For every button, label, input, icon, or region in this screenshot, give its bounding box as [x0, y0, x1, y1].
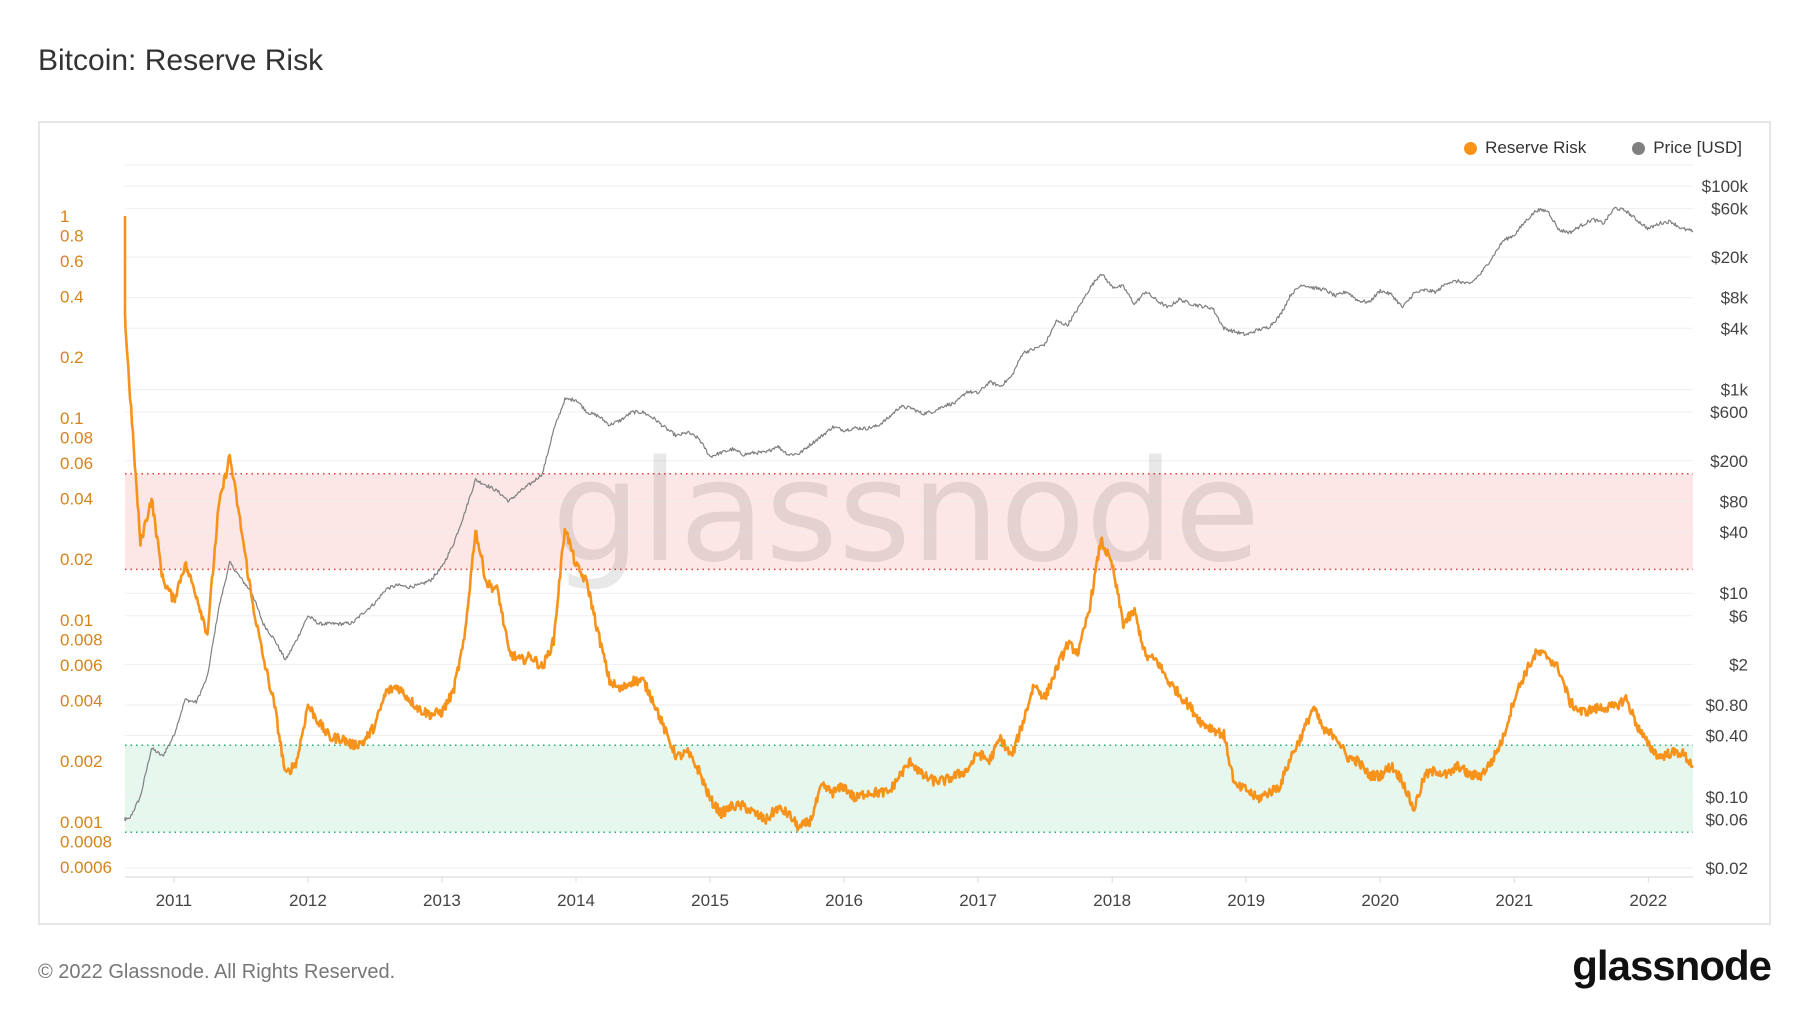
y-right-tick-label: $80 — [1720, 492, 1748, 511]
y-axis-left: 10.80.60.40.20.10.080.060.040.020.010.00… — [60, 207, 112, 877]
copyright: © 2022 Glassnode. All Rights Reserved. — [38, 961, 396, 983]
legend-item-price[interactable]: Price [USD] — [1632, 138, 1742, 158]
y-axis-right: $100k $60k $20k $8k $4k $1k $600 $200 $80 $40 $10 $… — [1702, 177, 1749, 878]
y-left-tick-label: 0.8 — [60, 227, 84, 246]
y-right-tick-label: $40 — [1720, 523, 1748, 542]
legend-label: Price [USD] — [1653, 138, 1742, 157]
y-left-tick-label: 0.04 — [60, 489, 93, 508]
y-right-tick-label: $6 — [1729, 607, 1748, 626]
y-right-tick-label: $0.10 — [1705, 788, 1748, 807]
y-left-tick-label: 0.6 — [60, 252, 84, 271]
y-left-tick-label: 0.006 — [60, 656, 103, 675]
glassnode-logo[interactable]: glassnode — [1572, 942, 1772, 989]
x-tick-label: 2015 — [691, 891, 729, 910]
x-tick-label: 2012 — [289, 891, 327, 910]
y-right-tick-label: $8k — [1721, 289, 1749, 308]
legend-dot-icon — [1464, 141, 1478, 155]
y-left-tick-label: 0.004 — [60, 691, 103, 710]
x-tick-label: 2013 — [423, 891, 461, 910]
x-tick-label: 2016 — [825, 891, 863, 910]
x-tick-label: 2019 — [1227, 891, 1265, 910]
gridlines — [125, 164, 1693, 878]
x-tick-label: 2014 — [557, 891, 595, 910]
band-0 — [125, 473, 1693, 570]
page-title: Bitcoin: Reserve Risk — [38, 44, 324, 77]
y-right-tick-label: $0.40 — [1705, 727, 1748, 746]
legend-label: Reserve Risk — [1485, 138, 1587, 157]
y-left-tick-label: 0.1 — [60, 409, 84, 428]
y-right-tick-label: $0.02 — [1705, 859, 1748, 878]
x-tick-label: 2011 — [156, 891, 193, 910]
y-right-tick-label: $100k — [1702, 177, 1749, 196]
y-left-tick-label: 0.001 — [60, 813, 103, 832]
series-lines — [123, 206, 1695, 832]
y-left-tick-label: 0.0008 — [60, 833, 112, 852]
x-tick-label: 2021 — [1495, 891, 1533, 910]
x-tick-label: 2017 — [959, 891, 997, 910]
y-left-tick-label: 0.06 — [60, 454, 93, 473]
y-right-tick-label: $600 — [1710, 403, 1748, 422]
x-tick-label: 2020 — [1361, 891, 1399, 910]
reserve-risk-line — [123, 216, 1695, 832]
y-right-tick-label: $60k — [1711, 200, 1748, 219]
y-right-tick-label: $20k — [1711, 248, 1748, 267]
legend: Reserve Risk Price [USD] — [1464, 138, 1742, 158]
y-right-tick-label: $200 — [1710, 452, 1748, 471]
y-right-tick-label: $0.06 — [1705, 810, 1748, 829]
y-left-tick-label: 0.02 — [60, 550, 93, 569]
y-right-tick-label: $10 — [1720, 584, 1748, 603]
legend-item-reserve-risk[interactable]: Reserve Risk — [1464, 138, 1586, 158]
y-left-tick-label: 0.4 — [60, 287, 84, 306]
x-tick-label: 2018 — [1093, 891, 1131, 910]
legend-dot-icon — [1632, 141, 1646, 155]
chart-panel — [38, 121, 1771, 925]
y-left-tick-label: 0.0006 — [60, 858, 112, 877]
y-left-tick-label: 0.008 — [60, 631, 103, 650]
y-left-tick-label: 0.002 — [60, 752, 103, 771]
x-tick-label: 2022 — [1629, 891, 1667, 910]
x-axis: 2011 2012 2013 2014 2015 2016 2017 2018 2019 2020… — [156, 877, 1667, 910]
y-right-tick-label: $4k — [1721, 319, 1749, 338]
price-line — [124, 206, 1694, 822]
y-right-tick-label: $1k — [1721, 381, 1749, 400]
y-left-tick-label: 0.01 — [60, 611, 93, 630]
y-right-tick-label: $0.80 — [1705, 696, 1748, 715]
y-left-tick-label: 1 — [60, 207, 69, 226]
y-left-tick-label: 0.2 — [60, 348, 84, 367]
y-left-tick-label: 0.08 — [60, 429, 93, 448]
watermark: glassnode — [552, 431, 1261, 594]
y-right-tick-label: $2 — [1729, 655, 1748, 674]
